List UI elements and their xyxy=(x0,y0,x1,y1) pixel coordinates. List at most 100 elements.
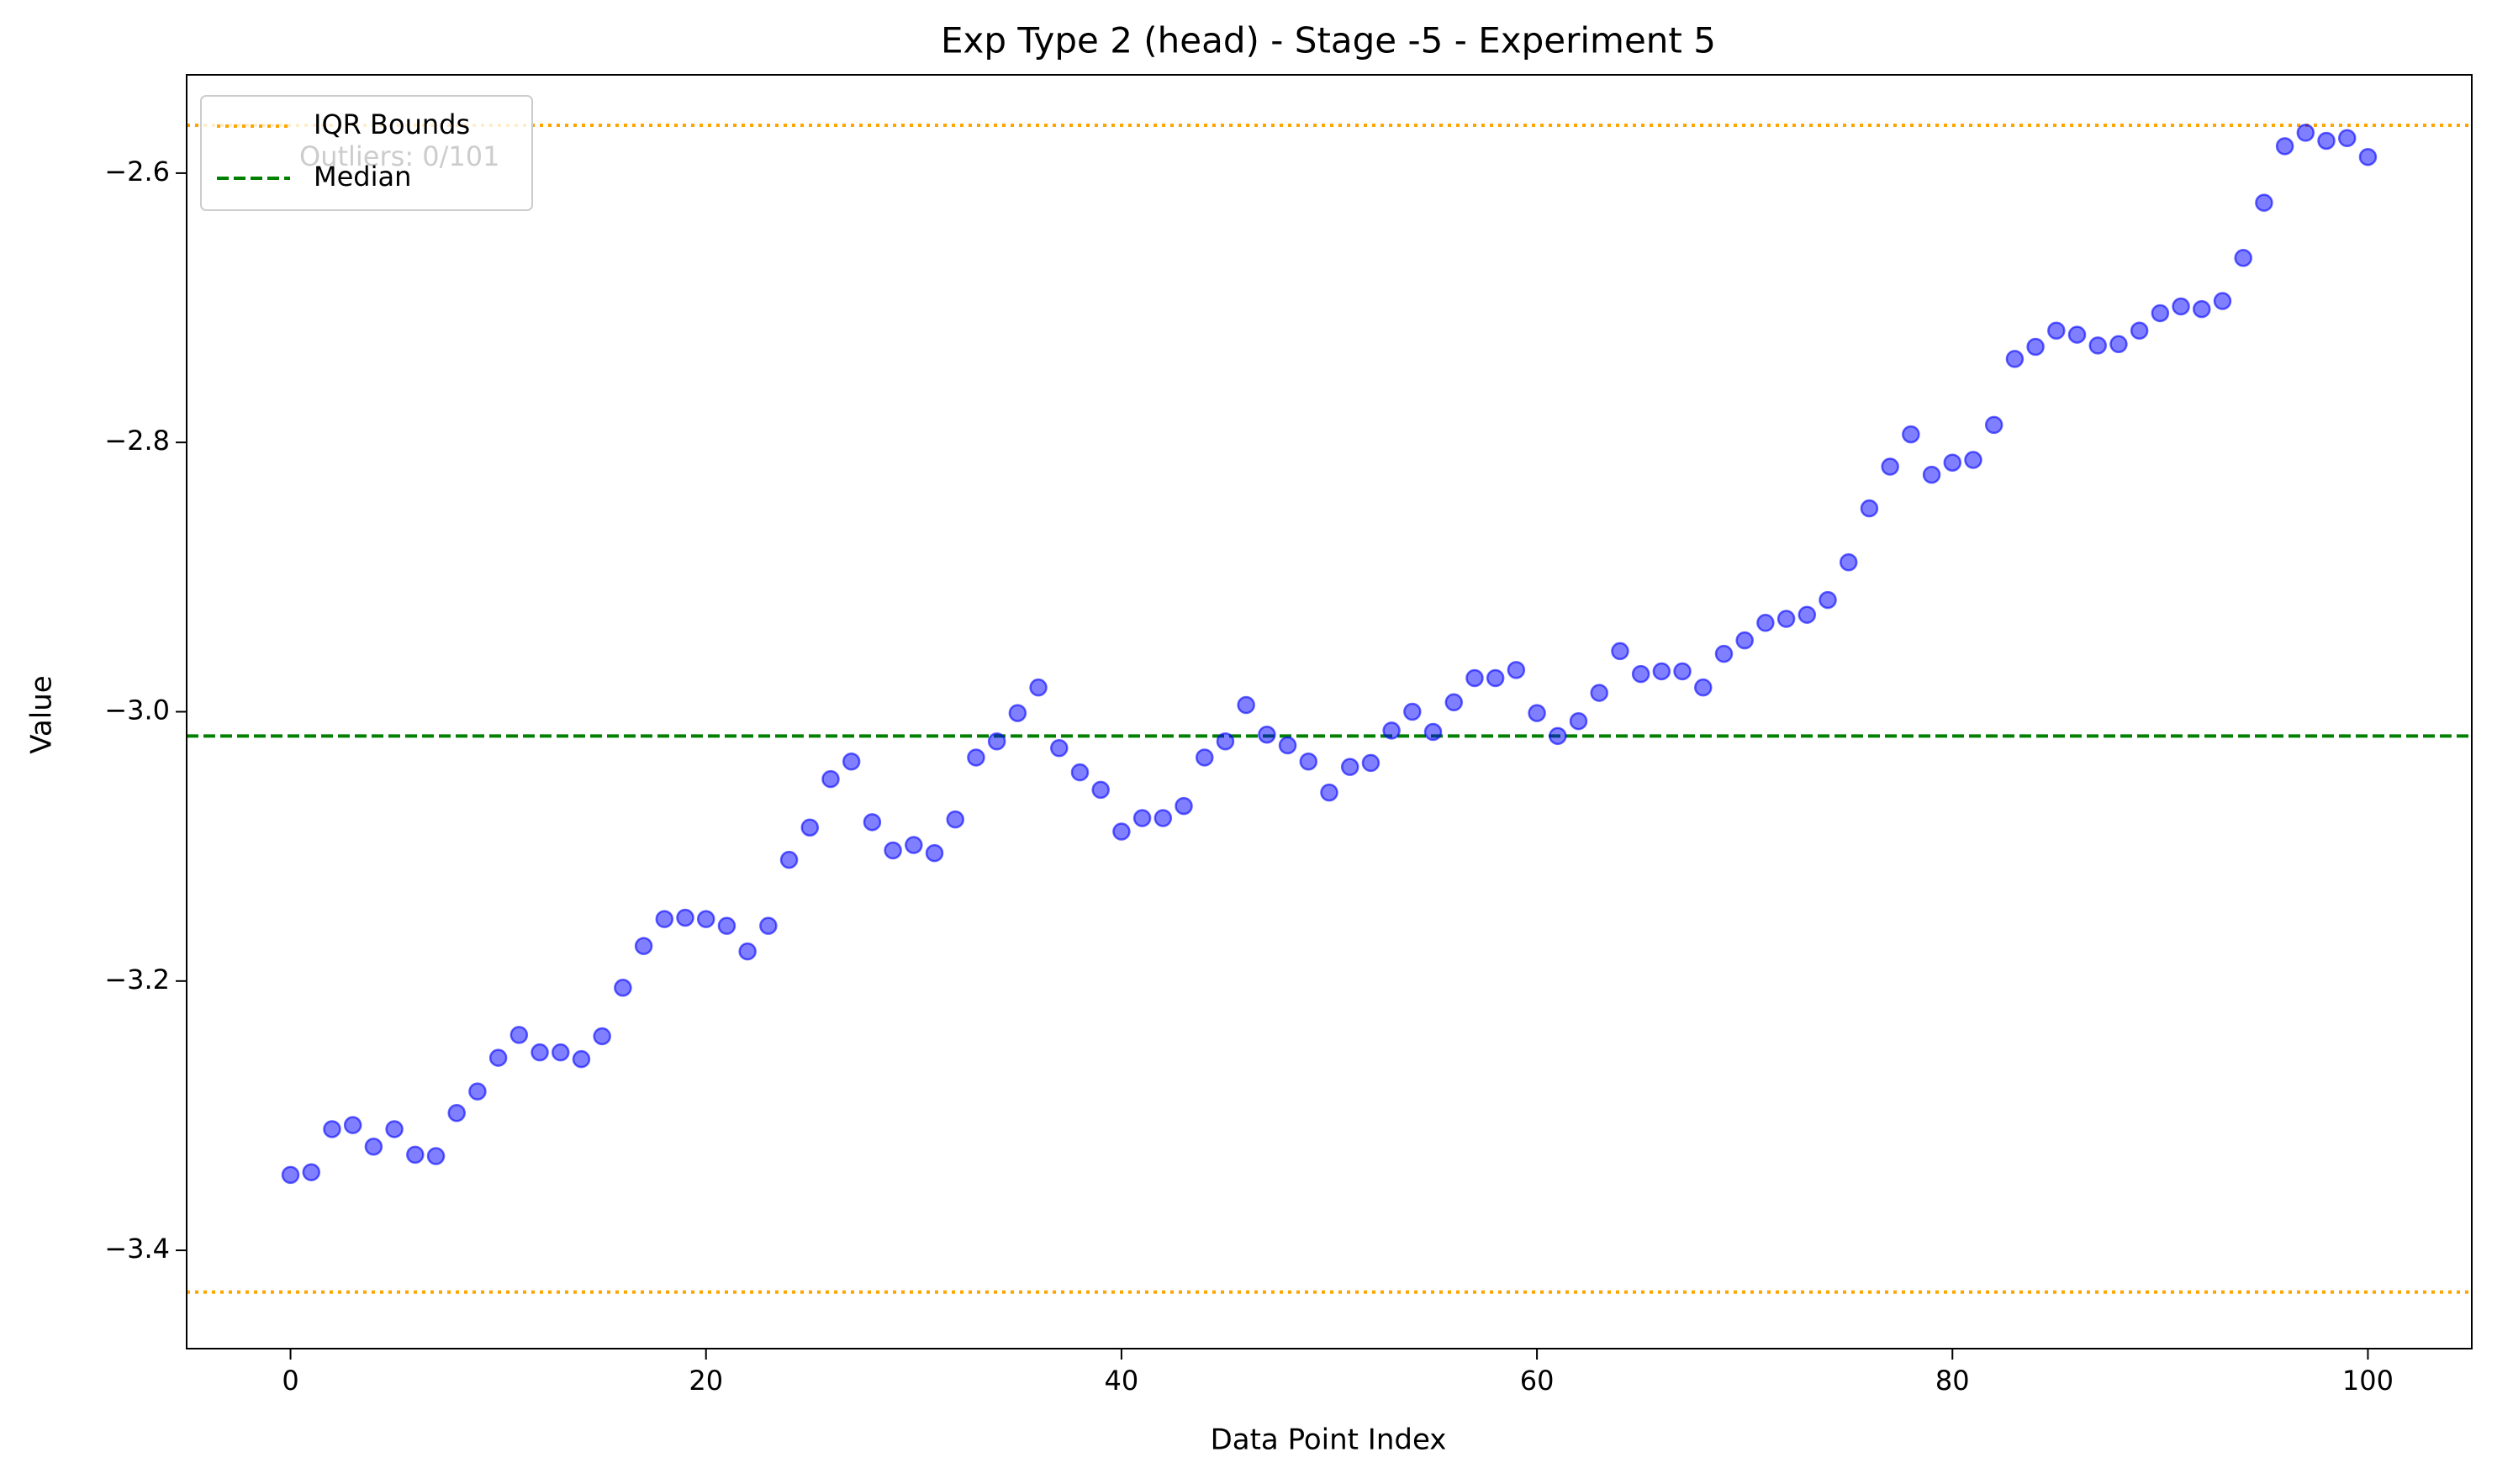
data-point xyxy=(2130,321,2149,341)
x-tick-label: 80 xyxy=(1935,1365,1970,1397)
data-point xyxy=(1237,695,1255,715)
data-point xyxy=(2234,249,2252,267)
data-point xyxy=(925,843,944,863)
data-point xyxy=(2317,131,2336,151)
data-point xyxy=(2088,336,2107,355)
data-point xyxy=(572,1049,591,1069)
data-point xyxy=(634,937,653,955)
data-point xyxy=(842,753,861,771)
data-point xyxy=(2109,335,2128,354)
data-point xyxy=(1611,642,1629,661)
data-point xyxy=(2047,321,2066,341)
y-tick-label: −2.6 xyxy=(104,156,170,187)
data-point xyxy=(1673,662,1692,681)
data-point xyxy=(946,810,964,829)
data-point xyxy=(1922,465,1941,484)
plot-frame xyxy=(186,74,2473,1349)
data-point xyxy=(1050,738,1069,758)
data-point xyxy=(1153,809,1173,827)
data-point xyxy=(1340,758,1359,776)
data-point xyxy=(509,1026,529,1044)
y-tick-label: −3.2 xyxy=(104,964,170,995)
data-point xyxy=(759,916,778,935)
data-point xyxy=(1652,662,1671,681)
data-point xyxy=(1943,453,1962,472)
data-point xyxy=(884,841,902,860)
data-point xyxy=(1776,610,1796,628)
data-point xyxy=(1132,809,1152,827)
data-point xyxy=(302,1163,321,1181)
data-point xyxy=(1486,668,1505,688)
legend-box xyxy=(200,95,533,211)
data-point xyxy=(614,979,632,997)
data-point xyxy=(1423,722,1443,742)
data-point xyxy=(821,769,840,789)
data-point xyxy=(281,1165,300,1185)
data-point xyxy=(426,1147,446,1165)
y-tick-label: −3.0 xyxy=(104,694,170,726)
data-point xyxy=(1631,664,1650,684)
data-point xyxy=(800,818,820,837)
legend-label: IQR Bounds xyxy=(314,108,470,140)
y-axis-label: Value xyxy=(25,675,59,753)
data-point xyxy=(552,1043,570,1062)
data-point xyxy=(1299,753,1318,771)
x-tick-label: 100 xyxy=(2342,1365,2394,1397)
data-point xyxy=(1819,590,1837,610)
data-point xyxy=(1070,763,1090,782)
data-point xyxy=(406,1145,425,1164)
data-point xyxy=(655,910,674,928)
data-point xyxy=(717,916,736,935)
data-point xyxy=(1320,783,1338,802)
x-tick-label: 60 xyxy=(1520,1365,1555,1397)
data-point xyxy=(1175,796,1193,816)
data-point xyxy=(1444,693,1464,712)
data-point xyxy=(1091,780,1110,800)
data-point xyxy=(1714,644,1734,663)
data-point xyxy=(1528,704,1546,722)
data-point xyxy=(593,1027,611,1046)
data-point xyxy=(1902,425,1920,444)
data-point xyxy=(1694,678,1713,697)
x-axis-label: Data Point Index xyxy=(1211,1423,1447,1457)
data-point xyxy=(1465,668,1484,688)
data-point xyxy=(1860,499,1879,518)
data-point xyxy=(2172,297,2190,316)
data-point xyxy=(2337,129,2357,148)
data-point xyxy=(1216,731,1235,751)
data-point xyxy=(1008,704,1027,722)
data-point xyxy=(905,836,923,854)
data-point xyxy=(2255,193,2273,212)
data-point xyxy=(1569,711,1588,731)
data-point xyxy=(1278,736,1297,755)
data-point xyxy=(1964,451,1982,469)
x-tick-label: 0 xyxy=(282,1365,298,1397)
data-point xyxy=(364,1138,383,1156)
data-point xyxy=(676,908,694,927)
data-point xyxy=(1984,415,2003,435)
data-point xyxy=(1798,605,1817,624)
data-point xyxy=(2005,350,2025,368)
data-point xyxy=(531,1043,549,1062)
data-point xyxy=(343,1116,362,1134)
data-point xyxy=(1258,725,1276,744)
x-tick-label: 20 xyxy=(689,1365,723,1397)
data-point xyxy=(1382,721,1401,740)
data-point xyxy=(1549,726,1567,746)
data-point xyxy=(1756,614,1775,632)
data-point xyxy=(468,1082,487,1101)
data-point xyxy=(738,942,757,961)
data-point xyxy=(2213,292,2232,310)
data-point xyxy=(1112,822,1131,841)
data-point xyxy=(1403,702,1422,721)
data-point xyxy=(967,748,985,767)
chart-title: Exp Type 2 (head) - Stage -5 - Experimen… xyxy=(941,20,1716,61)
data-point xyxy=(2193,299,2211,319)
x-tick-label: 40 xyxy=(1105,1365,1139,1397)
data-point xyxy=(2026,337,2045,356)
data-point xyxy=(1507,661,1526,679)
data-point xyxy=(1361,753,1380,773)
legend-label: Median xyxy=(314,161,411,193)
data-point xyxy=(696,910,715,928)
